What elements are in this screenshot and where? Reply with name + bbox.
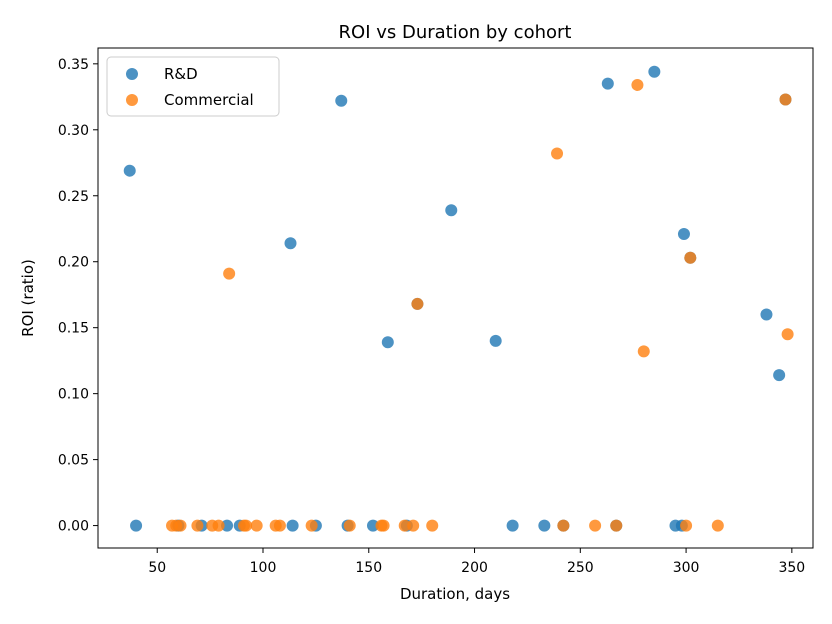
legend-label-commercial: Commercial <box>164 91 254 109</box>
y-tick-label: 0.05 <box>58 453 89 469</box>
data-point-commercial <box>273 519 286 532</box>
plot-area-frame <box>97 47 814 549</box>
y-tick-label: 0.20 <box>58 255 89 271</box>
x-tick-label: 200 <box>461 560 488 576</box>
data-point-rd <box>221 519 234 532</box>
y-axis-label: ROI (ratio) <box>19 259 37 337</box>
y-tick-label: 0.30 <box>58 123 89 139</box>
data-point-commercial <box>779 93 792 106</box>
x-axis-label: Duration, days <box>400 585 510 603</box>
data-point-commercial <box>781 328 794 341</box>
chart-title: ROI vs Duration by cohort <box>339 22 572 43</box>
data-point-commercial <box>250 519 263 532</box>
data-point-commercial <box>223 267 236 280</box>
points-layer <box>123 65 794 532</box>
y-tick-label: 0.10 <box>58 387 89 403</box>
data-point-commercial <box>637 345 650 358</box>
data-point-rd <box>760 308 773 321</box>
y-tick-label: 0.35 <box>58 57 89 73</box>
data-point-commercial <box>589 519 602 532</box>
data-point-commercial <box>631 78 644 91</box>
data-point-rd <box>381 336 394 349</box>
x-tick-label: 50 <box>148 560 166 576</box>
x-tick-label: 100 <box>250 560 277 576</box>
legend-marker-commercial <box>126 94 138 106</box>
data-point-rd <box>506 519 519 532</box>
data-point-commercial <box>684 251 697 264</box>
y-tick-label: 0.00 <box>58 519 89 535</box>
y-axis-ticks: 0.00 0.05 0.10 0.15 0.20 0.25 0.30 0.35 <box>58 57 98 535</box>
data-point-rd <box>648 65 661 78</box>
data-point-rd <box>445 204 458 217</box>
data-point-commercial <box>551 147 564 160</box>
data-point-commercial <box>610 519 623 532</box>
data-point-commercial <box>680 519 693 532</box>
data-point-commercial <box>557 519 570 532</box>
y-tick-label: 0.25 <box>58 189 89 205</box>
data-point-rd <box>367 519 379 532</box>
data-point-rd <box>538 519 551 532</box>
data-point-commercial <box>407 519 420 532</box>
data-point-commercial <box>711 519 724 532</box>
data-point-commercial <box>411 297 424 310</box>
legend-label-rd: R&D <box>164 65 198 83</box>
data-point-commercial <box>174 519 187 532</box>
x-axis-ticks: 50 100 150 200 250 300 350 <box>148 548 805 576</box>
data-point-rd <box>123 164 136 177</box>
data-point-commercial <box>191 519 204 532</box>
legend-marker-rd <box>126 68 138 80</box>
data-point-rd <box>335 94 348 107</box>
x-tick-label: 300 <box>673 560 700 576</box>
data-point-rd <box>130 519 143 532</box>
data-point-commercial <box>377 519 390 532</box>
data-point-commercial <box>240 519 253 532</box>
x-tick-label: 150 <box>355 560 382 576</box>
x-tick-label: 350 <box>778 560 805 576</box>
data-point-commercial <box>343 519 356 532</box>
x-tick-label: 250 <box>567 560 594 576</box>
data-point-rd <box>677 228 690 241</box>
data-point-commercial <box>305 519 318 532</box>
y-tick-label: 0.15 <box>58 321 89 337</box>
data-point-rd <box>601 77 614 90</box>
data-point-rd <box>284 237 297 250</box>
data-point-rd <box>773 369 786 382</box>
data-point-commercial <box>398 519 411 532</box>
data-point-commercial <box>426 519 439 532</box>
data-point-rd <box>286 519 299 532</box>
data-point-commercial <box>212 519 225 532</box>
legend-box <box>106 56 280 117</box>
legend: R&D Commercial <box>106 56 280 117</box>
data-point-rd <box>489 334 502 347</box>
